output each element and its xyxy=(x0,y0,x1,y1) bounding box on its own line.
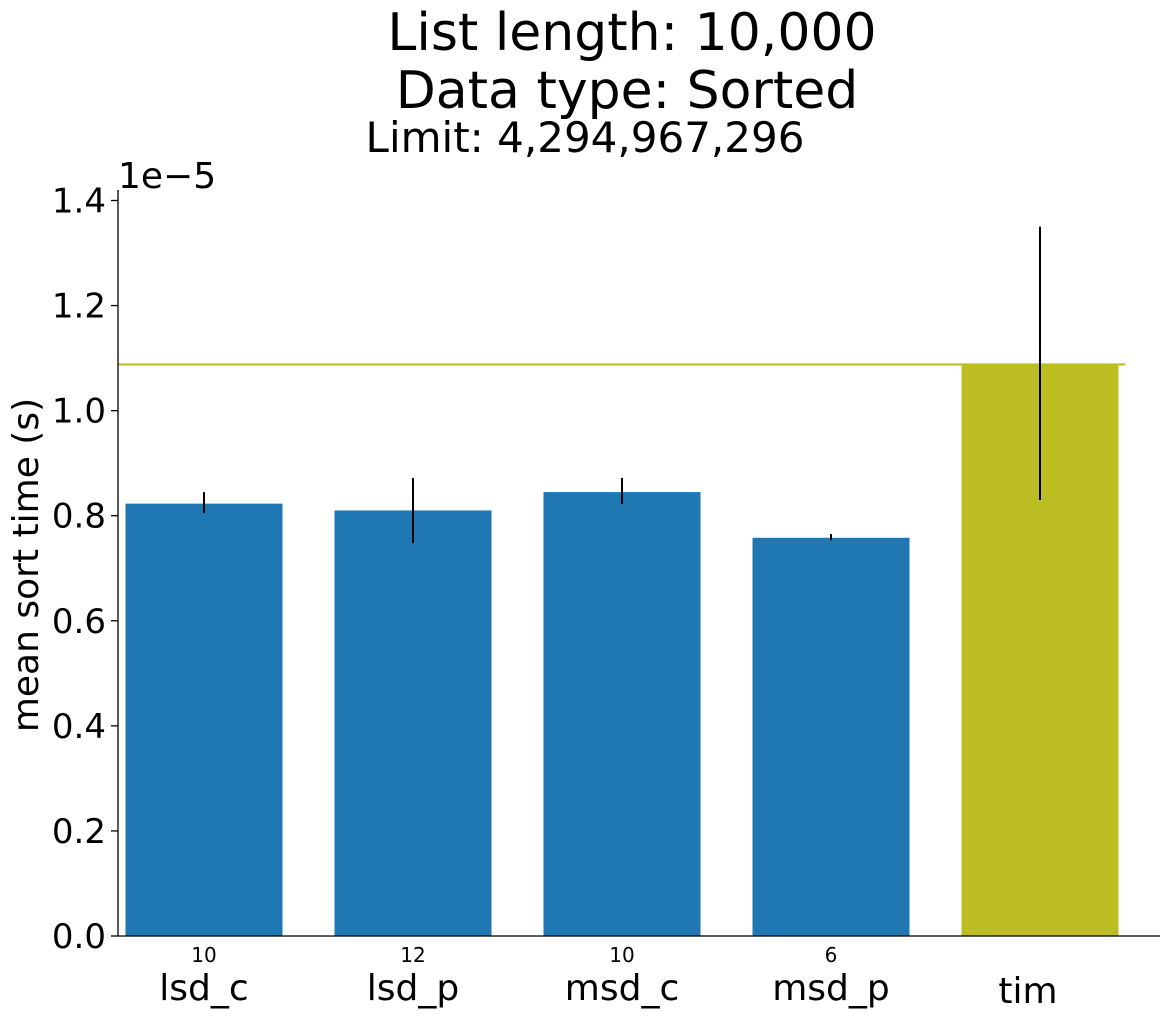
chart-title-line-1: List length: 10,000 xyxy=(387,3,876,63)
y-tick-label: 0.8 xyxy=(52,497,106,537)
error-bars xyxy=(203,226,1041,544)
y-offset-label: 1e−5 xyxy=(118,156,216,197)
bar-msd_p xyxy=(752,537,910,936)
y-tick-label: 0.2 xyxy=(52,812,106,852)
y-tick-label: 0.4 xyxy=(52,707,106,747)
x-axis-ticks: lsd_c lsd_p msd_c msd_p tim xyxy=(159,968,1057,1012)
x-tick-label: msd_p xyxy=(772,968,890,1009)
bars xyxy=(125,364,1119,937)
bar-lsd_p xyxy=(334,510,492,936)
bar-count-label: 10 xyxy=(609,943,634,967)
y-tick-label: 1.0 xyxy=(52,392,106,432)
bar-msd_c xyxy=(543,492,701,936)
y-tick-label: 0.6 xyxy=(52,602,106,642)
x-tick-label: tim xyxy=(998,971,1057,1012)
bar-count-label: 12 xyxy=(400,943,425,967)
bar-count-label: 10 xyxy=(191,943,216,967)
bar-count-label: 6 xyxy=(825,943,838,967)
y-tick-label: 1.4 xyxy=(52,182,106,222)
chart-title-line-2: Data type: Sorted xyxy=(396,61,859,121)
bar-lsd_c xyxy=(125,503,283,936)
x-tick-label: msd_c xyxy=(565,968,679,1009)
x-tick-label: lsd_p xyxy=(367,968,459,1009)
chart-subtitle: Limit: 4,294,967,296 xyxy=(366,113,805,162)
y-tick-label: 1.2 xyxy=(52,287,106,327)
chart-titles: List length: 10,000 Data type: Sorted Li… xyxy=(366,3,877,162)
bar-count-labels: 10 12 10 6 xyxy=(191,943,837,967)
y-axis-label: mean sort time (s) xyxy=(6,398,47,732)
y-axis-ticks: 0.0 0.2 0.4 0.6 0.8 1.0 1.2 1.4 xyxy=(52,182,118,957)
x-tick-label: lsd_c xyxy=(159,968,248,1009)
y-tick-label: 0.0 xyxy=(52,917,106,957)
